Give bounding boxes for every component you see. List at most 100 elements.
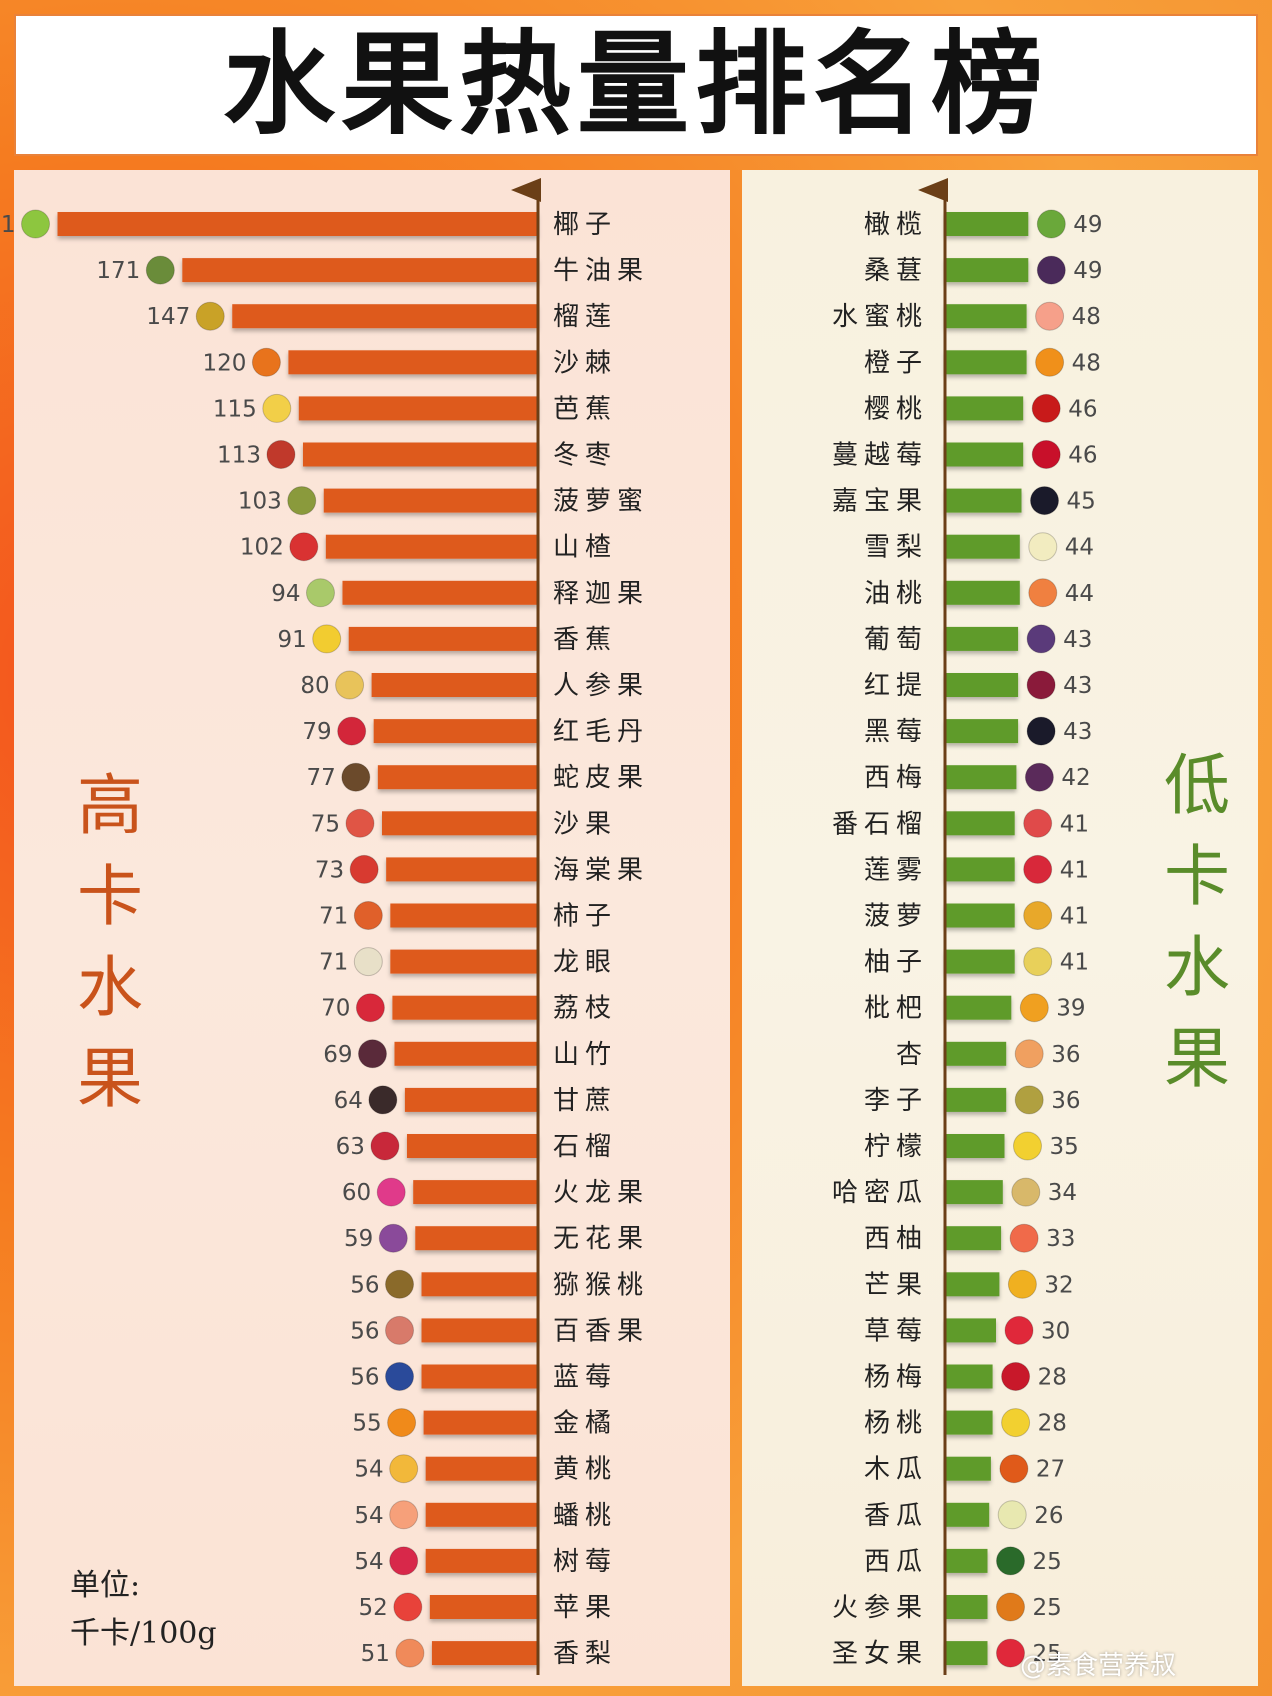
high-bar-26 bbox=[421, 1364, 538, 1389]
low-name-16: 菠萝 bbox=[864, 902, 928, 932]
high-bar-2 bbox=[182, 258, 538, 283]
high-value-2: 171 bbox=[96, 258, 140, 284]
low-name-17: 柚子 bbox=[864, 948, 928, 978]
fruit-icon bbox=[996, 1546, 1025, 1576]
low-name-14: 番石榴 bbox=[832, 809, 928, 839]
high-name-1: 椰子 bbox=[553, 210, 617, 240]
low-value-4: 48 bbox=[1072, 350, 1101, 376]
high-name-26: 蓝莓 bbox=[553, 1363, 617, 1393]
low-bar-9 bbox=[945, 580, 1020, 605]
low-name-4: 橙子 bbox=[864, 348, 928, 378]
low-label-char: 卡 bbox=[1164, 838, 1230, 916]
fruit-icon bbox=[1023, 854, 1053, 884]
high-name-3: 榴莲 bbox=[553, 302, 617, 332]
high-name-21: 石榴 bbox=[553, 1132, 617, 1162]
high-value-12: 79 bbox=[302, 719, 331, 745]
fruit-icon bbox=[1031, 393, 1061, 423]
high-value-5: 115 bbox=[213, 396, 257, 422]
low-value-12: 43 bbox=[1063, 719, 1092, 745]
low-value-1: 49 bbox=[1073, 212, 1102, 238]
low-name-29: 香瓜 bbox=[864, 1501, 928, 1531]
low-bar-18 bbox=[945, 995, 1012, 1020]
high-bar-13 bbox=[377, 765, 538, 790]
fruit-icon bbox=[145, 255, 175, 285]
fruit-icon bbox=[1023, 947, 1053, 977]
page-title: 水果热量排名榜 bbox=[223, 20, 1049, 150]
low-value-10: 43 bbox=[1063, 627, 1092, 653]
low-bar-25 bbox=[945, 1318, 996, 1343]
low-bar-2 bbox=[945, 258, 1029, 283]
low-bar-32 bbox=[945, 1641, 988, 1666]
low-bar-3 bbox=[945, 304, 1027, 329]
low-value-3: 48 bbox=[1072, 304, 1101, 330]
fruit-icon bbox=[1024, 762, 1054, 792]
low-name-7: 嘉宝果 bbox=[832, 487, 928, 517]
fruit-icon bbox=[997, 1500, 1027, 1530]
fruit-icon bbox=[21, 209, 51, 239]
fruit-icon bbox=[389, 1454, 419, 1484]
high-value-9: 94 bbox=[271, 581, 300, 607]
high-calorie-label: 高卡水果 bbox=[70, 760, 150, 1124]
low-value-15: 41 bbox=[1060, 857, 1089, 883]
fruit-icon bbox=[1026, 624, 1056, 654]
fruit-icon bbox=[389, 1500, 419, 1530]
high-bar-16 bbox=[390, 903, 538, 928]
high-value-13: 77 bbox=[307, 765, 336, 791]
high-name-29: 蟠桃 bbox=[553, 1501, 617, 1531]
unit-value: 千卡/100g bbox=[70, 1616, 217, 1651]
high-value-1: 231 bbox=[0, 212, 16, 238]
high-bar-14 bbox=[382, 811, 538, 836]
low-value-20: 36 bbox=[1051, 1088, 1080, 1114]
fruit-icon bbox=[289, 532, 319, 562]
high-value-15: 73 bbox=[315, 857, 344, 883]
low-name-13: 西梅 bbox=[864, 763, 928, 793]
high-value-17: 71 bbox=[319, 950, 348, 976]
high-name-25: 百香果 bbox=[553, 1316, 649, 1346]
low-bar-30 bbox=[945, 1548, 988, 1573]
high-name-24: 猕猴桃 bbox=[553, 1270, 649, 1300]
fruit-icon bbox=[251, 347, 281, 377]
low-bar-10 bbox=[945, 626, 1019, 651]
low-name-9: 油桃 bbox=[864, 579, 928, 609]
low-calorie-label: 低卡水果 bbox=[1157, 740, 1237, 1104]
low-name-15: 莲雾 bbox=[864, 855, 928, 885]
low-value-16: 41 bbox=[1060, 904, 1089, 930]
fruit-icon bbox=[1009, 1223, 1039, 1253]
fruit-icon bbox=[1028, 532, 1058, 562]
high-bar-11 bbox=[371, 673, 538, 697]
high-name-11: 人参果 bbox=[553, 671, 649, 701]
fruit-icon bbox=[1004, 1315, 1034, 1345]
fruit-icon bbox=[335, 670, 365, 700]
high-bar-28 bbox=[425, 1456, 538, 1481]
high-value-32: 51 bbox=[361, 1641, 390, 1667]
high-bar-31 bbox=[429, 1595, 538, 1619]
high-value-16: 71 bbox=[319, 904, 348, 930]
low-bar-7 bbox=[945, 488, 1022, 513]
high-name-17: 龙眼 bbox=[553, 948, 617, 978]
low-name-20: 李子 bbox=[864, 1086, 928, 1116]
low-value-28: 27 bbox=[1036, 1457, 1065, 1483]
low-bar-23 bbox=[945, 1226, 1002, 1251]
high-name-9: 释迦果 bbox=[553, 579, 649, 609]
low-value-30: 25 bbox=[1033, 1549, 1062, 1575]
low-bar-8 bbox=[945, 534, 1020, 559]
low-bar-27 bbox=[945, 1410, 993, 1435]
high-bar-8 bbox=[325, 534, 538, 559]
fruit-icon bbox=[1019, 993, 1049, 1023]
fruit-icon bbox=[1036, 209, 1066, 239]
high-bar-15 bbox=[386, 857, 538, 882]
high-bar-21 bbox=[406, 1134, 538, 1158]
fruit-icon bbox=[1023, 901, 1053, 930]
high-bar-23 bbox=[415, 1226, 538, 1251]
high-bar-18 bbox=[392, 995, 538, 1020]
watermark: @素食营养叔 bbox=[1020, 1651, 1177, 1681]
high-label-char: 水 bbox=[77, 949, 143, 1027]
fruit-icon bbox=[341, 762, 371, 792]
low-name-3: 水蜜桃 bbox=[832, 302, 928, 332]
low-value-11: 43 bbox=[1063, 673, 1092, 699]
low-value-17: 41 bbox=[1060, 950, 1089, 976]
fruit-icon bbox=[355, 993, 385, 1023]
low-value-27: 28 bbox=[1038, 1411, 1067, 1437]
high-name-18: 荔枝 bbox=[553, 994, 617, 1024]
fruit-icon bbox=[1011, 1177, 1041, 1207]
